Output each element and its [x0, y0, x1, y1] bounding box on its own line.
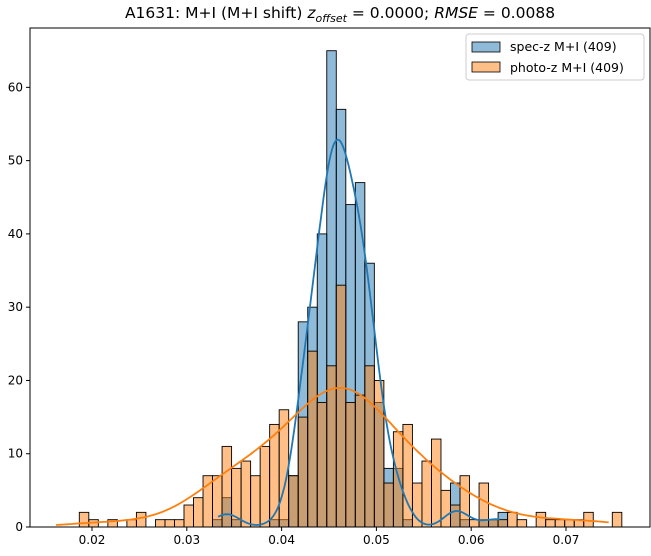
legend-swatch-photo-z: [471, 61, 501, 73]
y-tick-label: 20: [8, 373, 23, 387]
bar-photo-z: [364, 365, 375, 528]
legend-label-spec-z: spec-z M+I (409): [510, 39, 617, 54]
x-tick-label: 0.07: [553, 533, 580, 547]
x-tick-label: 0.02: [79, 533, 106, 547]
bar-photo-z: [516, 519, 528, 528]
bar-photo-z: [259, 445, 271, 528]
bar-photo-z: [411, 482, 423, 528]
bars: [78, 50, 623, 528]
title-rmse: RMSE: [434, 4, 478, 22]
bar-photo-z: [545, 519, 556, 528]
plot-frame: [29, 27, 651, 528]
y-tick-label: 60: [8, 80, 23, 94]
bar-photo-z: [126, 519, 137, 528]
y-tick-label: 10: [8, 447, 23, 461]
bar-photo-z: [402, 423, 413, 528]
legend-box: [465, 33, 645, 81]
x-tick-label: 0.03: [173, 533, 200, 547]
bar-photo-z: [269, 423, 280, 528]
bar-photo-z: [554, 519, 566, 528]
x-tick-label: 0.06: [458, 533, 485, 547]
bar-photo-z: [78, 511, 90, 528]
kde-curves: [55, 138, 609, 526]
bar-photo-z: [154, 519, 166, 528]
y-tick-label: 50: [8, 154, 23, 168]
legend-label-photo-z: photo-z M+I (409): [510, 60, 624, 75]
chart-title: A1631: M+I (M+I shift) zoffset = 0.0000;…: [125, 4, 555, 25]
y-tick-label: 40: [8, 227, 23, 241]
bar-photo-z: [250, 475, 261, 528]
bar-photo-z: [354, 394, 366, 528]
bar-photo-z: [459, 475, 470, 528]
bar-photo-z: [164, 519, 175, 528]
bar-photo-z: [497, 519, 509, 528]
x-tick-label: 0.05: [363, 533, 390, 547]
legend-swatch-spec-z: [471, 41, 501, 53]
y-tick-label: 30: [8, 300, 23, 314]
bar-photo-z: [421, 460, 432, 528]
bar-photo-z: [469, 519, 480, 528]
title-prefix: A1631: M+I (M+I shift): [125, 4, 307, 22]
title-z-value: = 0.0000;: [347, 4, 434, 22]
kde-spec-z: [217, 138, 500, 526]
title-z-sub: offset: [315, 12, 347, 25]
bar-photo-z: [373, 380, 385, 528]
bar-photo-z: [431, 438, 442, 528]
bar-photo-z: [193, 497, 204, 528]
bar-photo-z: [611, 511, 623, 528]
bar-photo-z: [240, 460, 252, 528]
x-tick-label: 0.04: [268, 533, 295, 547]
bar-photo-z: [507, 511, 518, 528]
bar-photo-z: [535, 511, 547, 528]
bar-photo-z: [488, 519, 499, 528]
bar-photo-z: [383, 482, 394, 528]
legend: spec-z M+I (409) photo-z M+I (409): [465, 33, 645, 81]
bar-photo-z: [212, 475, 223, 528]
title-rmse-value: = 0.0088: [478, 4, 555, 22]
kde-photo-z: [55, 386, 609, 526]
bar-photo-z: [307, 350, 318, 528]
bar-photo-z: [335, 284, 347, 528]
y-tick-label: 0: [15, 520, 23, 534]
y-axis: 0 10 20 30 40 50 60: [8, 80, 30, 534]
bar-photo-z: [316, 401, 328, 528]
title-z: z: [306, 4, 316, 22]
bar-photo-z: [174, 519, 185, 528]
bar-photo-z: [450, 504, 461, 528]
bar-photo-z: [440, 489, 451, 528]
bar-photo-z: [135, 511, 147, 528]
bar-photo-z: [297, 416, 309, 528]
bar-photo-z: [183, 504, 194, 528]
bar-photo-z: [345, 401, 356, 528]
bar-photo-z: [564, 519, 575, 528]
bar-photo-z: [288, 475, 299, 528]
x-axis: 0.02 0.03 0.04 0.05 0.06 0.07: [79, 527, 580, 547]
